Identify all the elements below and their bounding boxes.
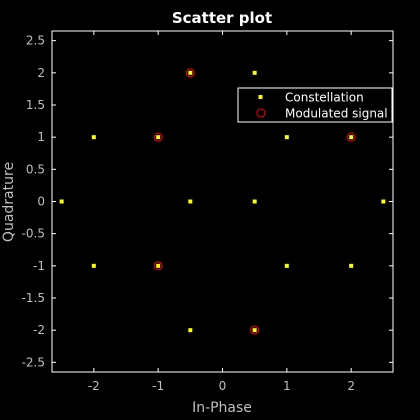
constellation-point — [381, 199, 386, 204]
constellation-point — [156, 263, 161, 268]
modulated-signal-point — [153, 261, 163, 271]
x-tick-label: 2 — [347, 379, 355, 393]
modulated-signal-point — [346, 132, 356, 142]
constellation-point — [252, 70, 257, 75]
plot-area — [51, 30, 394, 373]
modulated-signal-point — [153, 132, 163, 142]
chart-title: Scatter plot — [172, 9, 272, 27]
legend-label-modulated-signal: Modulated signal — [285, 107, 388, 121]
y-tick-label: -2 — [33, 323, 45, 337]
x-tick-label: 1 — [283, 379, 291, 393]
constellation-point — [284, 135, 289, 140]
constellation-point — [91, 263, 96, 268]
legend-label-constellation: Constellation — [285, 91, 364, 105]
legend: Constellation Modulated signal — [237, 87, 393, 123]
y-axis-label: Quadrature — [1, 162, 17, 242]
x-tick-label: -1 — [152, 379, 164, 393]
constellation-point — [188, 199, 193, 204]
y-tick-label: -2.5 — [22, 355, 45, 369]
y-tick-label: 1 — [37, 130, 45, 144]
modulated-signal-point — [250, 325, 260, 335]
constellation-point — [188, 328, 193, 333]
y-tick-label: -1.5 — [22, 291, 45, 305]
x-axis-label: In-Phase — [192, 400, 252, 416]
constellation-point — [349, 263, 354, 268]
modulated-signal-point — [185, 68, 195, 78]
y-tick-label: -1 — [33, 259, 45, 273]
y-tick-label: 2 — [37, 66, 45, 80]
y-tick-label: 0 — [37, 195, 45, 209]
constellation-point — [188, 70, 193, 75]
y-tick-label: 2.5 — [26, 34, 45, 48]
constellation-point — [349, 135, 354, 140]
y-axis-ticks: -2.5 -2 -1.5 -1 -0.5 0 0.5 1 1.5 2 2.5 — [22, 34, 393, 369]
y-tick-label: -0.5 — [22, 227, 45, 241]
y-tick-label: 1.5 — [26, 98, 45, 112]
x-axis-ticks: -2 -1 0 1 2 — [88, 31, 355, 393]
constellation-point — [156, 135, 161, 140]
constellation-point — [252, 199, 257, 204]
constellation-point — [252, 328, 257, 333]
data-markers — [59, 68, 386, 335]
x-tick-label: -2 — [88, 379, 100, 393]
constellation-point — [91, 135, 96, 140]
x-tick-label: 0 — [219, 379, 227, 393]
y-tick-label: 0.5 — [26, 162, 45, 176]
legend-marker-constellation — [258, 95, 263, 99]
constellation-point — [284, 263, 289, 268]
constellation-point — [59, 199, 64, 204]
legend-marker-modulated-signal — [256, 108, 266, 118]
